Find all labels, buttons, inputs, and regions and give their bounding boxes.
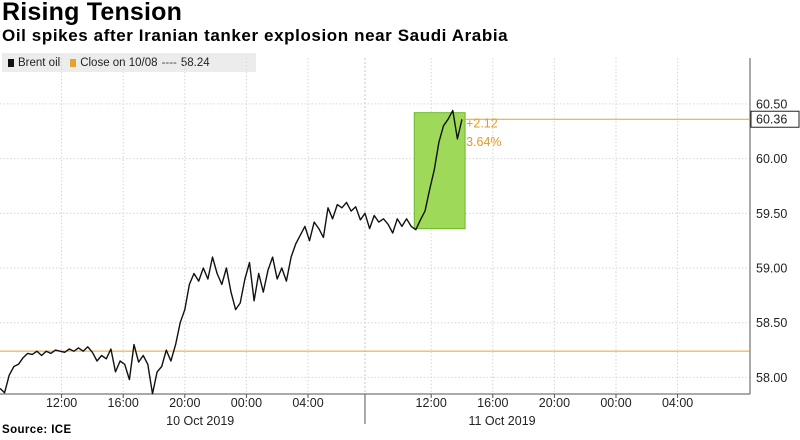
y-tick-label: 58.00 [756,371,787,385]
x-day-label: 11 Oct 2019 [468,414,535,428]
y-tick-label: 60.50 [756,97,787,111]
y-tick-label: 59.50 [756,207,787,221]
chart-title: Rising Tension [2,0,183,26]
x-tick-label: 00:00 [231,396,262,410]
series-line-brent-oil [0,109,463,395]
legend-swatch-brent [8,58,14,67]
source-note: Source: ICE [2,424,72,436]
last-value-badge [750,110,800,128]
x-tick-label: 16:00 [108,396,139,410]
x-tick-label: 20:00 [169,396,200,410]
x-day-label: 10 Oct 2019 [166,414,234,428]
change-annotation: +2.12 [466,117,498,131]
y-tick-label: 58.50 [756,316,787,330]
x-tick-label: 04:00 [292,396,323,410]
y-tick-label: 60.00 [756,152,787,166]
x-tick-label: 12:00 [46,396,77,410]
last-value-label: 60.36 [756,113,787,127]
legend-label-close: Close on 10/08 [80,56,158,69]
legend-value-close: 58.24 [180,56,210,69]
x-tick-label: 12:00 [416,396,447,410]
legend-label-brent: Brent oil [18,56,61,69]
chart-legend: Brent oil Close on 10/08 ---- 58.24 [2,53,256,72]
y-tick-label: 59.00 [756,262,787,276]
x-tick-label: 20:00 [539,396,570,410]
x-tick-label: 04:00 [662,396,693,410]
x-tick-label: 16:00 [477,396,508,410]
legend-swatch-close [70,58,77,67]
x-tick-label: 00:00 [600,396,631,410]
highlight-box [413,112,466,230]
percent-annotation: 3.64% [466,135,501,149]
chart-subtitle: Oil spikes after Iranian tanker explosio… [2,26,509,45]
legend-separator: ---- [161,56,177,69]
